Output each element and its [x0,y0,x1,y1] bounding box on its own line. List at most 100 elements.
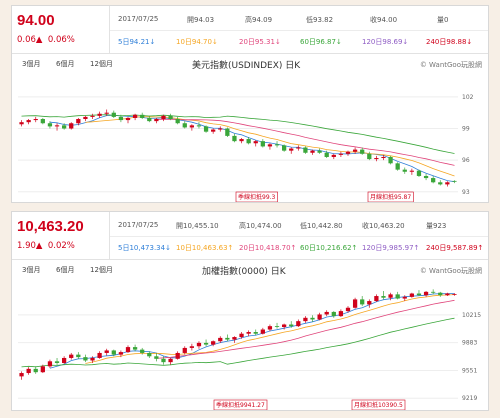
candle-body [267,326,273,330]
high-value: 高10,474.00 [239,222,282,230]
candle-body [409,170,414,172]
candle-body [431,178,436,183]
candle-body [47,123,53,127]
ma5-line [49,114,455,183]
candle-body [317,314,322,320]
candle-body [253,332,258,334]
y-tick-label: 96 [462,157,470,164]
candle-body [310,317,315,320]
candle-body [310,150,315,153]
candle-body [360,299,365,305]
candle-body [445,182,450,185]
candle-body [62,125,67,129]
tab-12-months[interactable]: 12個月 [90,266,113,274]
marker-box [351,399,406,410]
candle-body [168,358,173,363]
marker-box [235,191,278,202]
ma10-label: 10日10,463.63↑ [176,244,234,252]
candle-body [69,123,74,129]
candle-body [438,182,443,185]
tab-6-months[interactable]: 6個月 [56,60,75,68]
candle-body [324,152,329,157]
month-deduction-marker: 月線扣抵10390.5 [354,401,403,409]
y-tick-label: 9883 [462,340,477,347]
candle-body [225,337,230,340]
quote-date: 2017/07/25 [118,15,159,23]
candle-body [395,163,400,170]
candle-body [19,122,24,125]
candle-body [289,324,294,327]
candle-body [431,291,436,293]
candle-body [395,294,400,299]
tab-12-months[interactable]: 12個月 [90,60,113,68]
last-price: 10,463.20 [17,218,84,235]
marker-box [367,191,414,202]
tab-6-months[interactable]: 6個月 [56,266,75,274]
y-tick-label: 99 [462,126,470,133]
candle-body [239,333,244,338]
last-price: 94.00 [17,12,55,29]
candle-body [289,148,294,151]
candle-body [40,119,45,124]
candle-body [83,116,88,120]
close-value: 收10,463.20 [362,222,405,230]
taiex-panel: 10,463.20 1.90▲ 0.02% 2017/07/25 開10,455… [11,211,489,411]
candle-body [54,361,60,363]
ma20-label: 20日95.31↓ [239,38,281,46]
quarter-deduction-marker: 季線扣抵99.3 [238,193,276,201]
ma20-line [156,299,455,359]
ma5-line [49,293,455,369]
ma60-label: 60日96.87↓ [300,38,342,46]
candle-body [104,350,109,353]
ma120-label: 120日98.69↓ [362,38,409,46]
y-tick-label: 102 [462,94,474,101]
candle-body [452,294,457,295]
candle-body [19,373,24,377]
marker-box [213,399,268,410]
candle-body [111,112,116,117]
candle-body [76,119,81,124]
candle-body [161,358,166,363]
ma20-line [156,118,455,166]
candle-body [33,119,38,121]
candle-body [232,135,237,142]
candle-body [175,119,180,124]
candle-body [445,293,450,296]
candle-body [26,120,31,123]
candle-body [338,311,344,317]
candle-body [154,356,159,359]
change-percent: 0.06% [47,35,75,45]
open-value: 開94.03 [187,16,215,24]
change-value: 0.06▲ [17,35,43,45]
candle-body [47,361,53,367]
candle-body [189,346,194,348]
quote-date: 2017/07/25 [118,221,159,229]
candle-body [416,170,422,176]
quote-header: 94.00 0.06▲ 0.06% 2017/07/25 開94.03 高94.… [12,6,488,54]
change-percent: 0.02% [47,241,75,251]
candle-body [154,119,159,122]
tab-3-months[interactable]: 3個月 [22,60,41,68]
candle-body [367,153,372,160]
candle-body [203,342,209,345]
ma240-label: 240日9,587.89↑ [426,244,484,252]
candle-body [381,156,386,159]
watermark: © WantGoo玩股網 [419,61,482,69]
candle-body [239,139,244,142]
candle-body [374,296,379,302]
ma10-line [85,116,455,177]
chart-title: 美元指數(USDINDEX) 日K [192,61,301,71]
low-value: 低93.82 [306,16,334,24]
candle-body [381,296,386,298]
candle-body [388,156,393,164]
candle-body [125,117,131,121]
candle-body [388,294,393,298]
watermark: © WantGoo玩股網 [419,267,482,275]
candle-body [97,113,102,116]
candle-body [409,293,414,297]
change-value: 1.90▲ [17,241,43,251]
candle-body [303,147,308,153]
candle-body [352,149,358,152]
tab-3-months[interactable]: 3個月 [22,266,41,274]
candle-body [97,352,102,358]
